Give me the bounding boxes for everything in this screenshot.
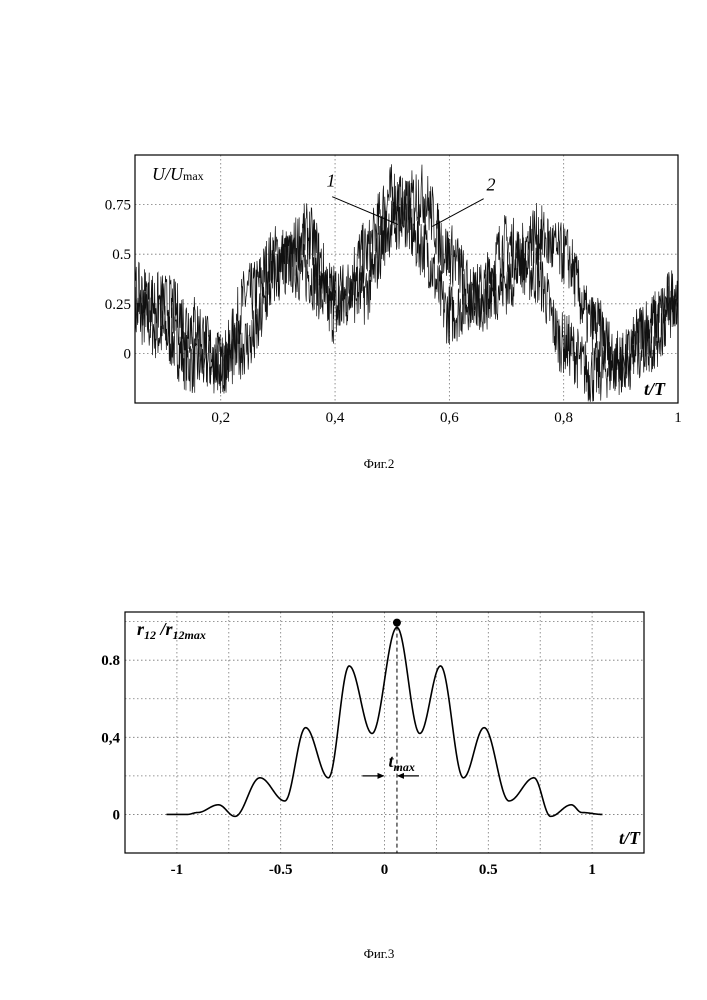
c2-annotations: tmax	[363, 619, 419, 853]
c1-x-tick-labels: 0,2 0,4 0,6 0,8 1	[211, 410, 681, 426]
c2-tmax-arrowhead-left	[378, 773, 385, 779]
c2-tmax-label: tmax	[389, 751, 415, 774]
c2-x-axis-label: t/T	[619, 828, 641, 848]
c2-peak-marker	[393, 619, 401, 627]
c1-y-tick-label: 0	[124, 346, 132, 362]
c2-y-tick-label: 0.8	[101, 653, 120, 669]
c1-y-tick-labels: 0 0.25 0.5 0.75	[105, 198, 131, 363]
c1-annotation-leader	[432, 199, 483, 227]
c2-y-tick-labels: 0 0,4 0.8	[101, 653, 120, 823]
c1-y-tick-label: 0.75	[105, 198, 131, 214]
c1-annotation-label: 2	[487, 175, 496, 195]
c1-y-tick-label: 0.25	[105, 297, 131, 313]
c1-series-group	[135, 164, 678, 402]
c2-x-tick-label: 0.5	[479, 862, 498, 878]
c1-y-axis-label: U/Umax	[152, 164, 204, 184]
c2-x-tick-label: 1	[588, 862, 596, 878]
c1-x-tick-label: 0,8	[554, 410, 573, 426]
c2-x-tick-labels: -1 -0.5 0 0.5 1	[171, 862, 596, 878]
c2-y-axis-label: r12 /r12max	[137, 619, 206, 642]
c1-x-tick-label: 1	[674, 410, 682, 426]
c2-x-tick-label: -0.5	[269, 862, 293, 878]
chart-fig2: 0,2 0,4 0,6 0,8 1 0 0.25 0.5 0.75 U/Umax t/T 1 2…	[105, 155, 682, 471]
c2-y-tick-label: 0	[113, 807, 121, 823]
c1-x-tick-label: 0,6	[440, 410, 459, 426]
c2-y-tick-label: 0,4	[101, 730, 120, 746]
c1-annotation-leader	[332, 197, 398, 225]
c2-figure-caption: Фиг.3	[364, 946, 395, 961]
chart-fig3: -1 -0.5 0 0.5 1 0 0,4 0.8 r12 /r12max t/T tmax…	[101, 612, 644, 961]
c2-x-tick-label: 0	[381, 862, 389, 878]
c1-x-tick-label: 0,4	[326, 410, 345, 426]
c1-y-tick-label: 0.5	[112, 247, 131, 263]
c1-x-axis-label: t/T	[644, 379, 666, 399]
c1-x-tick-label: 0,2	[211, 410, 230, 426]
c1-figure-caption: Фиг.2	[364, 456, 395, 471]
c1-annotation-label: 1	[326, 171, 335, 191]
c2-gridlines	[125, 612, 644, 853]
c2-x-tick-label: -1	[171, 862, 184, 878]
